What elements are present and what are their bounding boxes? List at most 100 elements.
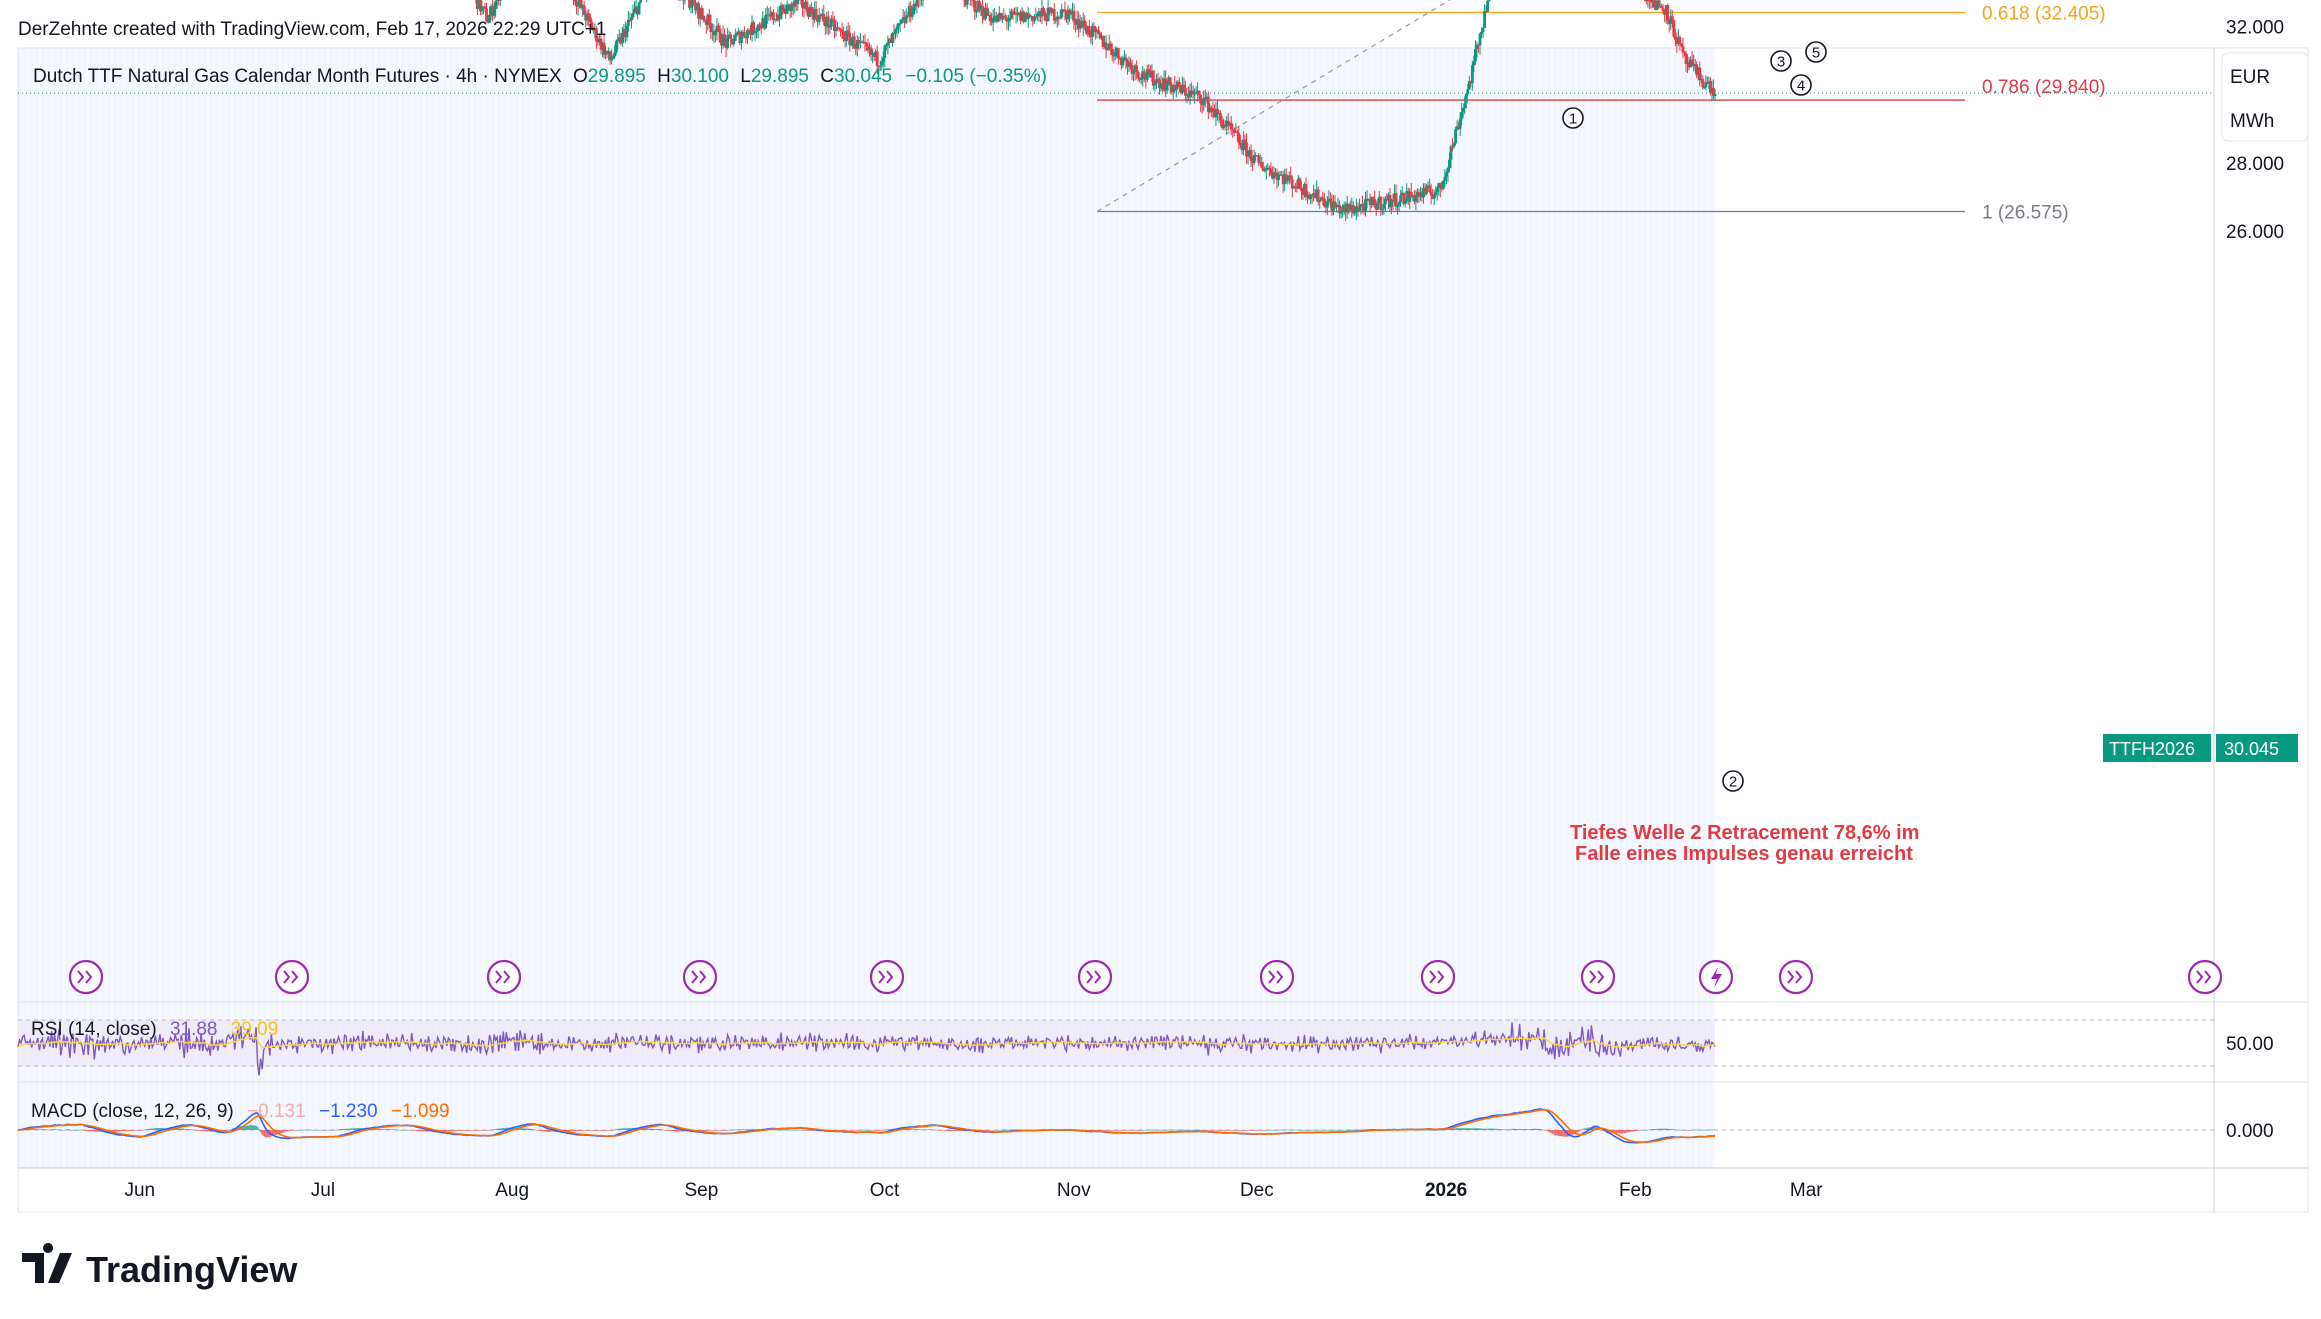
candle-body <box>1005 17 1009 22</box>
macd-histogram-bar <box>1237 1130 1241 1131</box>
macd-histogram-bar <box>491 1129 494 1131</box>
macd-histogram-bar <box>1448 1129 1451 1130</box>
event-icon[interactable] <box>1778 959 1814 995</box>
wave-label-circle <box>1562 107 1584 129</box>
macd-histogram-bar <box>376 1129 380 1130</box>
macd-histogram-bar <box>1318 1129 1321 1131</box>
macd-histogram-bar <box>1649 1129 1653 1131</box>
macd-histogram-bar <box>1635 1130 1639 1131</box>
event-icon[interactable] <box>486 959 522 995</box>
candle-body <box>497 0 501 1</box>
candle-body <box>1176 81 1180 87</box>
event-icon-glyph <box>77 970 93 984</box>
macd-histogram-bar <box>1130 1130 1134 1131</box>
candle-body <box>843 39 847 41</box>
candle-body <box>860 41 864 43</box>
event-icon[interactable] <box>869 959 905 995</box>
event-icon[interactable] <box>682 959 718 995</box>
fib-level-label: 0.618 (32.405) <box>1982 4 2106 25</box>
macd-histogram-bar <box>499 1128 502 1130</box>
candle-body <box>1129 62 1132 66</box>
macd-histogram-bar <box>1246 1130 1250 1131</box>
macd-histogram-bar <box>396 1129 400 1131</box>
macd-histogram-bar <box>949 1130 952 1132</box>
candle-body <box>1470 65 1474 84</box>
macd-histogram-bar <box>137 1130 140 1131</box>
currency-box[interactable] <box>2221 52 2309 142</box>
macd-histogram-bar <box>286 1130 290 1132</box>
candle-body <box>1194 92 1198 94</box>
event-icon[interactable] <box>68 959 104 995</box>
macd-histogram-bar <box>245 1125 249 1130</box>
macd-histogram-bar <box>1359 1129 1363 1131</box>
candle-body <box>1710 87 1714 94</box>
candle-body <box>773 19 777 21</box>
candle-body <box>1350 205 1354 210</box>
event-icon[interactable] <box>1077 959 1113 995</box>
macd-histogram-bar <box>1439 1129 1442 1131</box>
macd-histogram-bar <box>1268 1129 1271 1131</box>
macd-histogram-bar <box>85 1130 88 1131</box>
macd-histogram-bar <box>33 1129 36 1130</box>
macd-histogram-bar <box>1263 1130 1267 1131</box>
macd-histogram-bar <box>1684 1130 1688 1131</box>
candle-body <box>1690 59 1694 64</box>
candle-body <box>863 41 867 44</box>
macd-histogram-bar <box>885 1129 888 1131</box>
event-icon[interactable] <box>1420 959 1456 995</box>
macd-histogram-bar <box>1466 1128 1469 1130</box>
candle-body <box>1072 10 1076 23</box>
macd-histogram-bar <box>1558 1130 1561 1137</box>
macd-histogram-bar <box>624 1128 627 1130</box>
macd-histogram-bar <box>1460 1128 1463 1130</box>
macd-histogram-bar <box>1576 1130 1579 1133</box>
macd-histogram-bar <box>904 1128 908 1130</box>
rsi-pane <box>17 1019 2214 1076</box>
candle-body <box>1232 130 1236 134</box>
candle-body <box>721 34 725 46</box>
candle-body <box>1704 81 1708 88</box>
event-icon[interactable] <box>1259 959 1295 995</box>
macd-histogram-bar <box>1231 1130 1234 1131</box>
macd-histogram-bar <box>1471 1128 1474 1130</box>
event-icon[interactable] <box>2187 959 2223 995</box>
macd-histogram-bar <box>1623 1130 1627 1134</box>
candle-body <box>1382 204 1386 209</box>
macd-histogram-bar <box>1126 1130 1129 1131</box>
symbol-legend[interactable]: Dutch TTF Natural Gas Calendar Month Fut… <box>33 66 1047 87</box>
candle-body <box>578 0 581 2</box>
event-icon-glyph <box>1711 967 1722 988</box>
candle-body <box>1647 0 1651 2</box>
macd-histogram-bar <box>1170 1129 1173 1131</box>
macd-histogram-bar <box>451 1130 455 1131</box>
candle-body <box>709 22 713 32</box>
candle-body <box>1086 26 1090 34</box>
candle-body <box>1119 59 1123 66</box>
macd-histogram-bar <box>186 1129 189 1131</box>
candle-body <box>1321 197 1325 199</box>
macd-histogram-bar <box>447 1130 450 1131</box>
candle-body <box>715 25 719 33</box>
candle-body <box>1487 0 1491 1</box>
candle-body <box>826 16 830 28</box>
macd-histogram-bar <box>344 1128 348 1130</box>
macd-histogram-bar <box>776 1129 780 1131</box>
macd-histogram-bar <box>64 1129 67 1131</box>
macd-histogram-bar <box>444 1130 447 1131</box>
macd-histogram-bar <box>1201 1130 1204 1131</box>
macd-histogram-bar <box>338 1129 342 1130</box>
macd-histogram-bar <box>1561 1130 1564 1137</box>
candle-body <box>1425 186 1428 194</box>
candle-body <box>1364 199 1367 212</box>
macd-histogram-bar <box>1245 1130 1248 1131</box>
tradingview-logo[interactable]: TradingView <box>22 1243 298 1290</box>
rsi-legend[interactable]: RSI (14, close) 31.88 39.09 <box>31 1019 278 1040</box>
macd-histogram-bar <box>355 1128 358 1130</box>
macd-histogram-bar <box>389 1129 392 1131</box>
macd-legend[interactable]: MACD (close, 12, 26, 9) −0.131 −1.230 −1… <box>31 1101 450 1122</box>
candle-body <box>1644 0 1648 2</box>
event-icon[interactable] <box>1580 959 1616 995</box>
macd-histogram-bar <box>206 1130 209 1132</box>
event-icon[interactable] <box>274 959 310 995</box>
